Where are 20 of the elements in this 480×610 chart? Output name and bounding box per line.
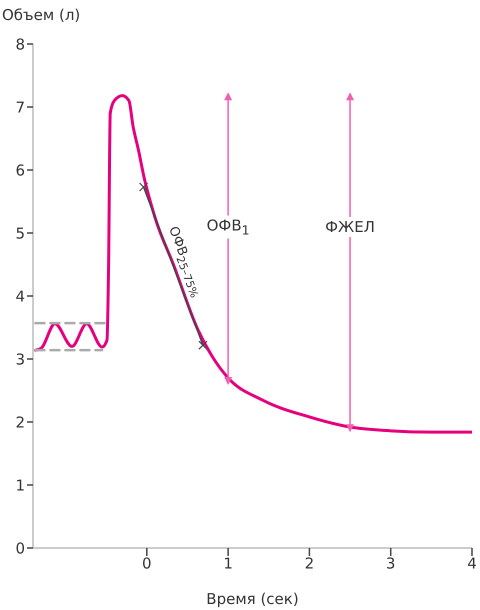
x-axis-title: Время (сек): [206, 590, 299, 608]
y-tick-label: 3: [15, 350, 25, 368]
y-axis-title: Объем (л): [2, 6, 80, 24]
y-tick-label: 8: [15, 35, 25, 54]
y-tick-label: 2: [15, 413, 25, 432]
x-tick-label: 0: [142, 554, 152, 573]
x-tick-label: 2: [304, 554, 314, 573]
x-tick-label: 3: [386, 554, 396, 573]
point: [198, 340, 208, 350]
y-tick-label: 5: [15, 224, 25, 242]
point: [138, 182, 148, 192]
y-tick-label: 4: [15, 287, 25, 306]
y-tick-label: 1: [15, 476, 25, 494]
y-tick-label: 0: [15, 539, 25, 558]
annotation: ОФВ$_{1}$: [204, 215, 252, 238]
y-tick-label: 6: [15, 161, 25, 180]
x-tick-label: 4: [467, 554, 477, 573]
x-tick-label: 1: [223, 554, 233, 573]
annotation: ФЖЕЛ: [323, 216, 377, 237]
y-tick-label: 7: [15, 98, 25, 116]
